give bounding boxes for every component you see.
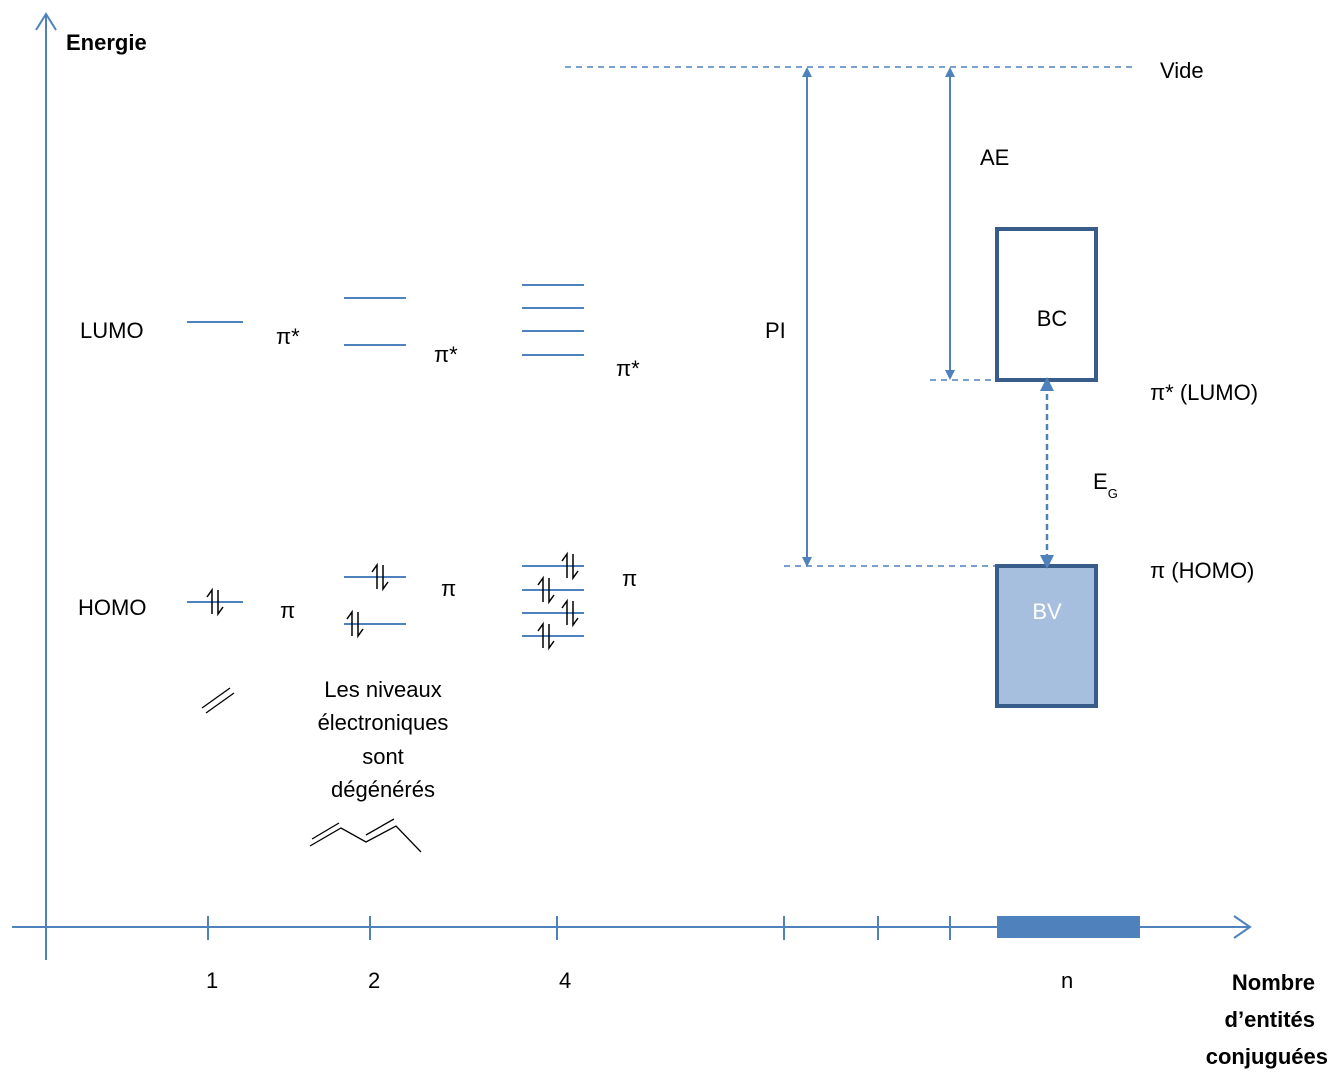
pi-star-label-1: π*	[276, 324, 300, 349]
lumo-label: LUMO	[80, 318, 144, 343]
pi-star-label-4: π*	[616, 356, 640, 381]
band-gap-label-main: E	[1093, 469, 1108, 494]
tick-label-1: 1	[206, 968, 218, 993]
degenerate-note-line-4: dégénérés	[331, 777, 435, 802]
electron-pair	[561, 551, 579, 581]
ethylene-structure	[201, 687, 235, 714]
electron-pair	[206, 587, 224, 617]
conduction-band-box	[995, 227, 1098, 382]
degenerate-note-line-3: sont	[362, 744, 404, 769]
tick-label-2: 2	[368, 968, 380, 993]
electron-pair	[346, 609, 364, 639]
x-axis-label-line-3: conjuguées	[1206, 1044, 1328, 1069]
lumo-edge-label: π* (LUMO)	[1150, 380, 1258, 405]
electron-pair	[561, 598, 579, 628]
valence-band-label: BV	[1032, 599, 1062, 624]
butadiene-structure	[309, 818, 422, 853]
valence-band-box	[995, 564, 1098, 708]
vacuum-label: Vide	[1160, 58, 1204, 83]
degenerate-note-line-1: Les niveaux	[324, 677, 441, 702]
tick-label-4: 4	[559, 968, 571, 993]
x-axis-label-line-1: Nombre	[1232, 970, 1315, 995]
x-axis	[12, 915, 1252, 940]
electron-pair	[537, 621, 555, 651]
band-gap-label-subscript: G	[1108, 486, 1118, 501]
n-range-bar	[997, 916, 1140, 938]
pi-label-2: π	[441, 576, 456, 601]
tick-label-n: n	[1061, 968, 1073, 993]
pi-label-1: π	[280, 598, 295, 623]
homo-edge-label: π (HOMO)	[1150, 558, 1254, 583]
conduction-band-label: BC	[1037, 306, 1068, 331]
y-axis-label: Energie	[66, 30, 147, 55]
ionization-potential-label: PI	[765, 318, 786, 343]
electron-affinity-label: AE	[980, 145, 1009, 170]
y-axis	[35, 12, 57, 960]
band-gap-label: EG	[1093, 469, 1118, 501]
electron-pair	[537, 575, 555, 605]
electron-pairs	[206, 551, 579, 651]
pi-label-4: π	[622, 566, 637, 591]
electron-pair	[371, 562, 389, 592]
homo-label: HOMO	[78, 595, 146, 620]
degenerate-note-line-2: électroniques	[318, 710, 449, 735]
pi-star-label-2: π*	[434, 342, 458, 367]
x-axis-label: Nombre d’entités conjuguées	[1206, 970, 1328, 1069]
x-axis-label-line-2: d’entités	[1225, 1007, 1315, 1032]
